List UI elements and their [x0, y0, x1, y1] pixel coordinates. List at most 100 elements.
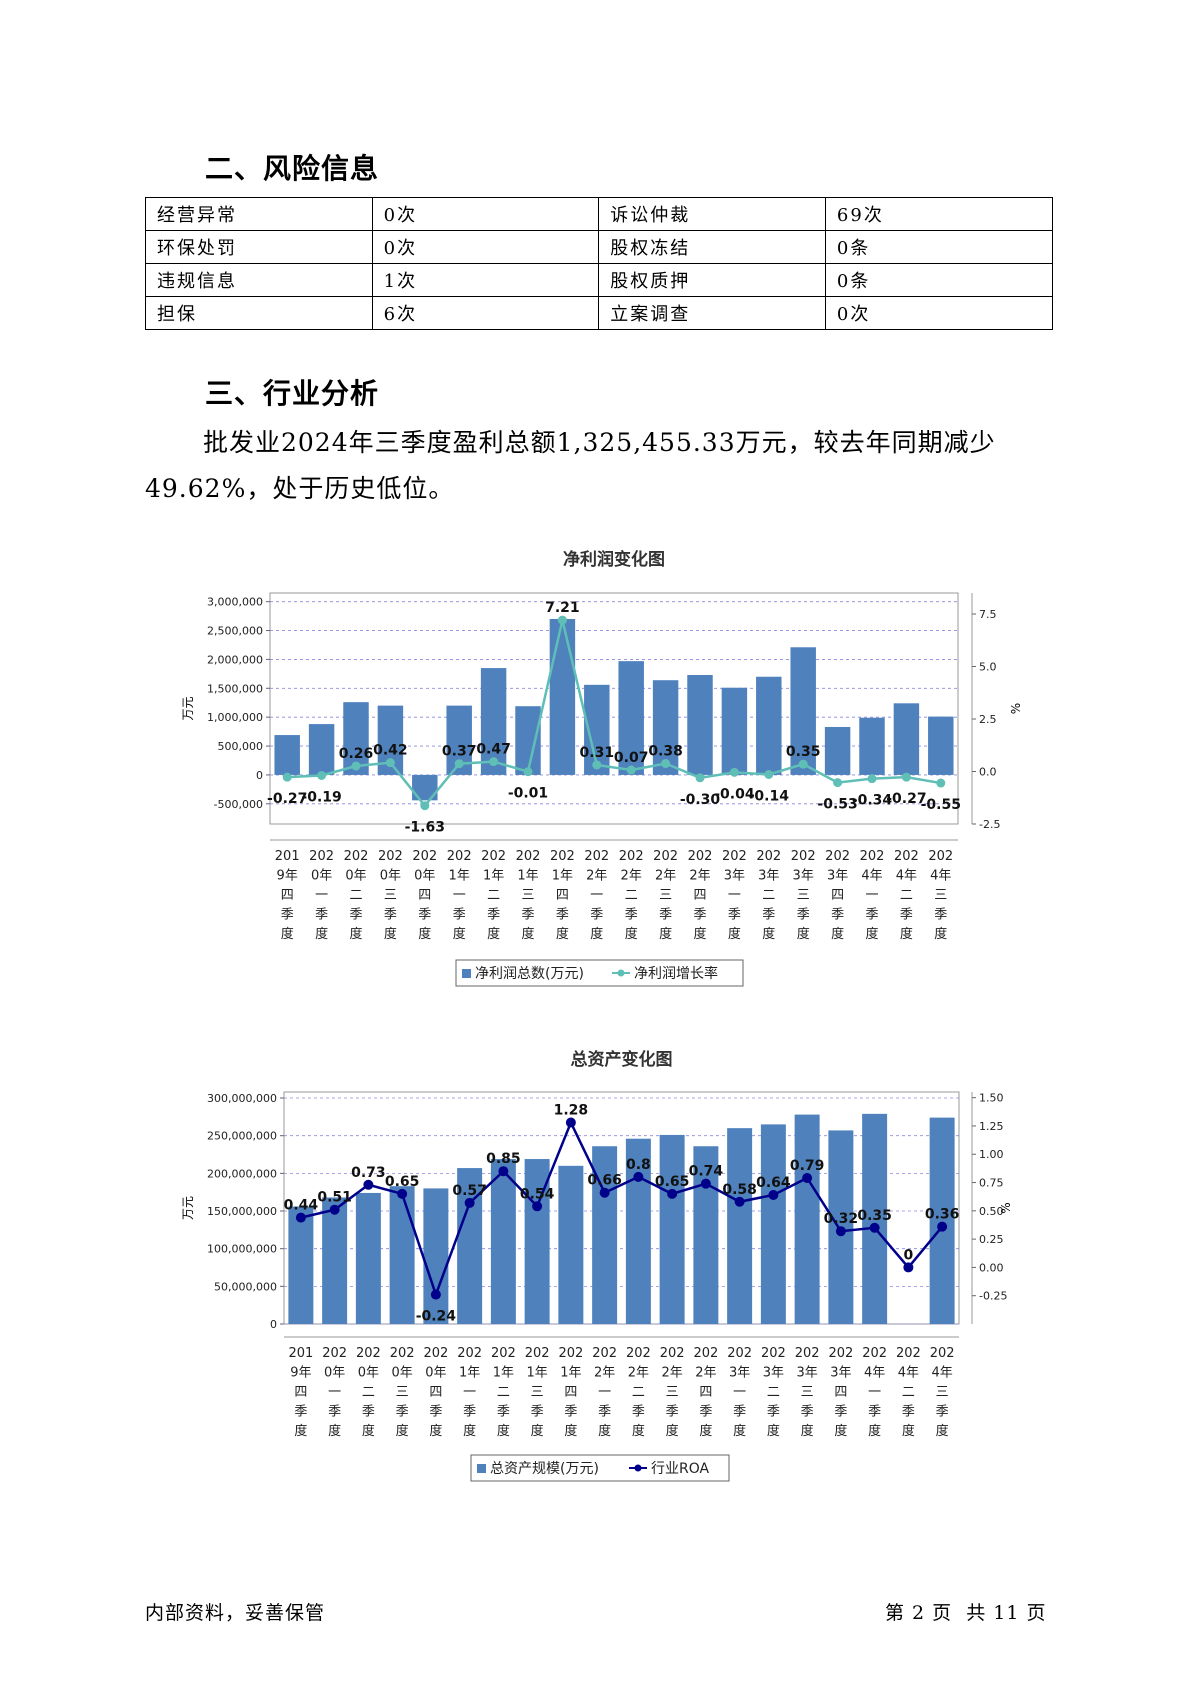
- x-tick-label-part: 度: [564, 1423, 577, 1439]
- paragraph-line-2: 49.62%，处于历史低位。: [145, 474, 455, 503]
- x-tick-label-part: 度: [733, 1423, 746, 1439]
- data-label: -0.04: [714, 786, 755, 802]
- legend-label-line: 行业ROA: [651, 1461, 710, 1477]
- x-tick-label-part: 度: [831, 926, 844, 942]
- x-tick-label-part: 度: [453, 926, 466, 942]
- x-tick-label-part: 二: [497, 1385, 510, 1400]
- bar: [389, 1186, 415, 1324]
- data-label: -0.01: [508, 786, 548, 802]
- x-tick-label-part: 202: [423, 1346, 448, 1361]
- data-point: [700, 1178, 711, 1189]
- data-point: [420, 801, 430, 811]
- bar: [790, 647, 816, 775]
- data-label: 0.8: [626, 1157, 651, 1173]
- x-tick-label-part: 202: [894, 849, 919, 864]
- x-tick-label-part: 季: [733, 1405, 746, 1420]
- x-tick-label-part: 四: [281, 888, 294, 903]
- data-label: 0.36: [925, 1207, 960, 1223]
- x-tick-label-part: 季: [384, 908, 397, 923]
- x-tick-label-part: 度: [728, 926, 741, 942]
- x-tick-label-part: 二: [632, 1385, 645, 1400]
- x-tick-label-part: 202: [862, 1346, 887, 1361]
- x-tick-label-part: 202: [412, 849, 437, 864]
- x-tick-label-part: 季: [556, 908, 569, 923]
- x-tick-label-part: 三: [801, 1385, 814, 1400]
- x-tick-label-part: 度: [294, 1423, 307, 1439]
- x-tick-label-part: 度: [625, 926, 638, 942]
- x-tick-label-part: 四: [429, 1385, 442, 1400]
- bar: [618, 661, 644, 775]
- bar: [549, 618, 576, 775]
- risk-item-label: 诉讼仲裁: [598, 197, 826, 231]
- x-tick-label-part: 202: [688, 849, 713, 864]
- x-tick-label-part: 202: [791, 849, 816, 864]
- y-tick-label-right: 0.0: [979, 766, 997, 779]
- data-label: 0.58: [722, 1182, 757, 1198]
- x-tick-label-part: 季: [868, 1405, 881, 1420]
- x-tick-label-part: 度: [315, 926, 328, 942]
- x-tick-label-part: 2年: [594, 1366, 615, 1381]
- x-tick-label: 202 4年三季度: [930, 1346, 955, 1439]
- y-axis-title-left: 万元: [181, 696, 195, 720]
- x-tick-label-part: 2年: [695, 1366, 716, 1381]
- x-tick-label-part: 202: [356, 1346, 381, 1361]
- x-tick-label-part: 三: [797, 888, 810, 903]
- data-label: 0.57: [452, 1183, 487, 1199]
- bar: [355, 1192, 381, 1324]
- risk-item-value: 6次: [371, 296, 600, 330]
- data-point: [363, 1179, 374, 1190]
- x-tick-label-part: 202: [727, 1346, 752, 1361]
- data-point: [430, 1289, 441, 1300]
- data-label: -0.27: [267, 791, 307, 807]
- bar: [928, 716, 954, 775]
- x-tick-label-part: 一: [733, 1385, 746, 1400]
- x-tick-label-part: 2年: [689, 869, 710, 884]
- data-point: [869, 1222, 880, 1233]
- x-tick-label-part: 202: [896, 1346, 921, 1361]
- paragraph-line-1: 批发业2024年三季度盈利总额1,325,455.33万元，较去年同期减少: [203, 428, 996, 457]
- x-tick-label-part: 202: [828, 1346, 853, 1361]
- data-label: -0.19: [301, 789, 341, 805]
- data-point: [565, 1117, 576, 1128]
- x-tick-label-part: 度: [531, 1423, 544, 1439]
- bar: [515, 706, 541, 775]
- bar: [558, 1165, 584, 1324]
- bar: [625, 1138, 651, 1324]
- x-tick-label-part: 季: [865, 908, 878, 923]
- data-point: [936, 778, 946, 788]
- x-tick-label-part: 季: [625, 908, 638, 923]
- series-line: [300, 1119, 944, 1299]
- x-tick-label-part: 季: [902, 1405, 915, 1420]
- x-tick-label-part: 度: [762, 926, 775, 942]
- data-point: [633, 1171, 644, 1182]
- y-tick-label-right: 2.5: [979, 713, 997, 726]
- x-tick-label-part: 201: [275, 849, 300, 864]
- legend-bar-swatch: [477, 1464, 486, 1473]
- y-axis-title-right: %: [999, 1202, 1013, 1213]
- risk-item-value: 0次: [824, 296, 1054, 330]
- data-point: [454, 759, 464, 769]
- x-tick-label-part: 度: [801, 1423, 814, 1439]
- x-tick-label-part: 季: [463, 1405, 476, 1420]
- x-tick-label-part: 1年: [526, 1366, 547, 1381]
- x-tick-label-part: 季: [834, 1405, 847, 1420]
- x-tick-label-part: 201: [288, 1346, 313, 1361]
- data-label: -0.55: [921, 797, 961, 813]
- footer-page-number: 第 2 页 共 11 页: [885, 1602, 1047, 1624]
- x-tick-label-part: 202: [378, 849, 403, 864]
- x-tick-label-part: 度: [590, 926, 603, 942]
- x-tick-label-part: 四: [831, 888, 844, 903]
- bar: [929, 1117, 955, 1324]
